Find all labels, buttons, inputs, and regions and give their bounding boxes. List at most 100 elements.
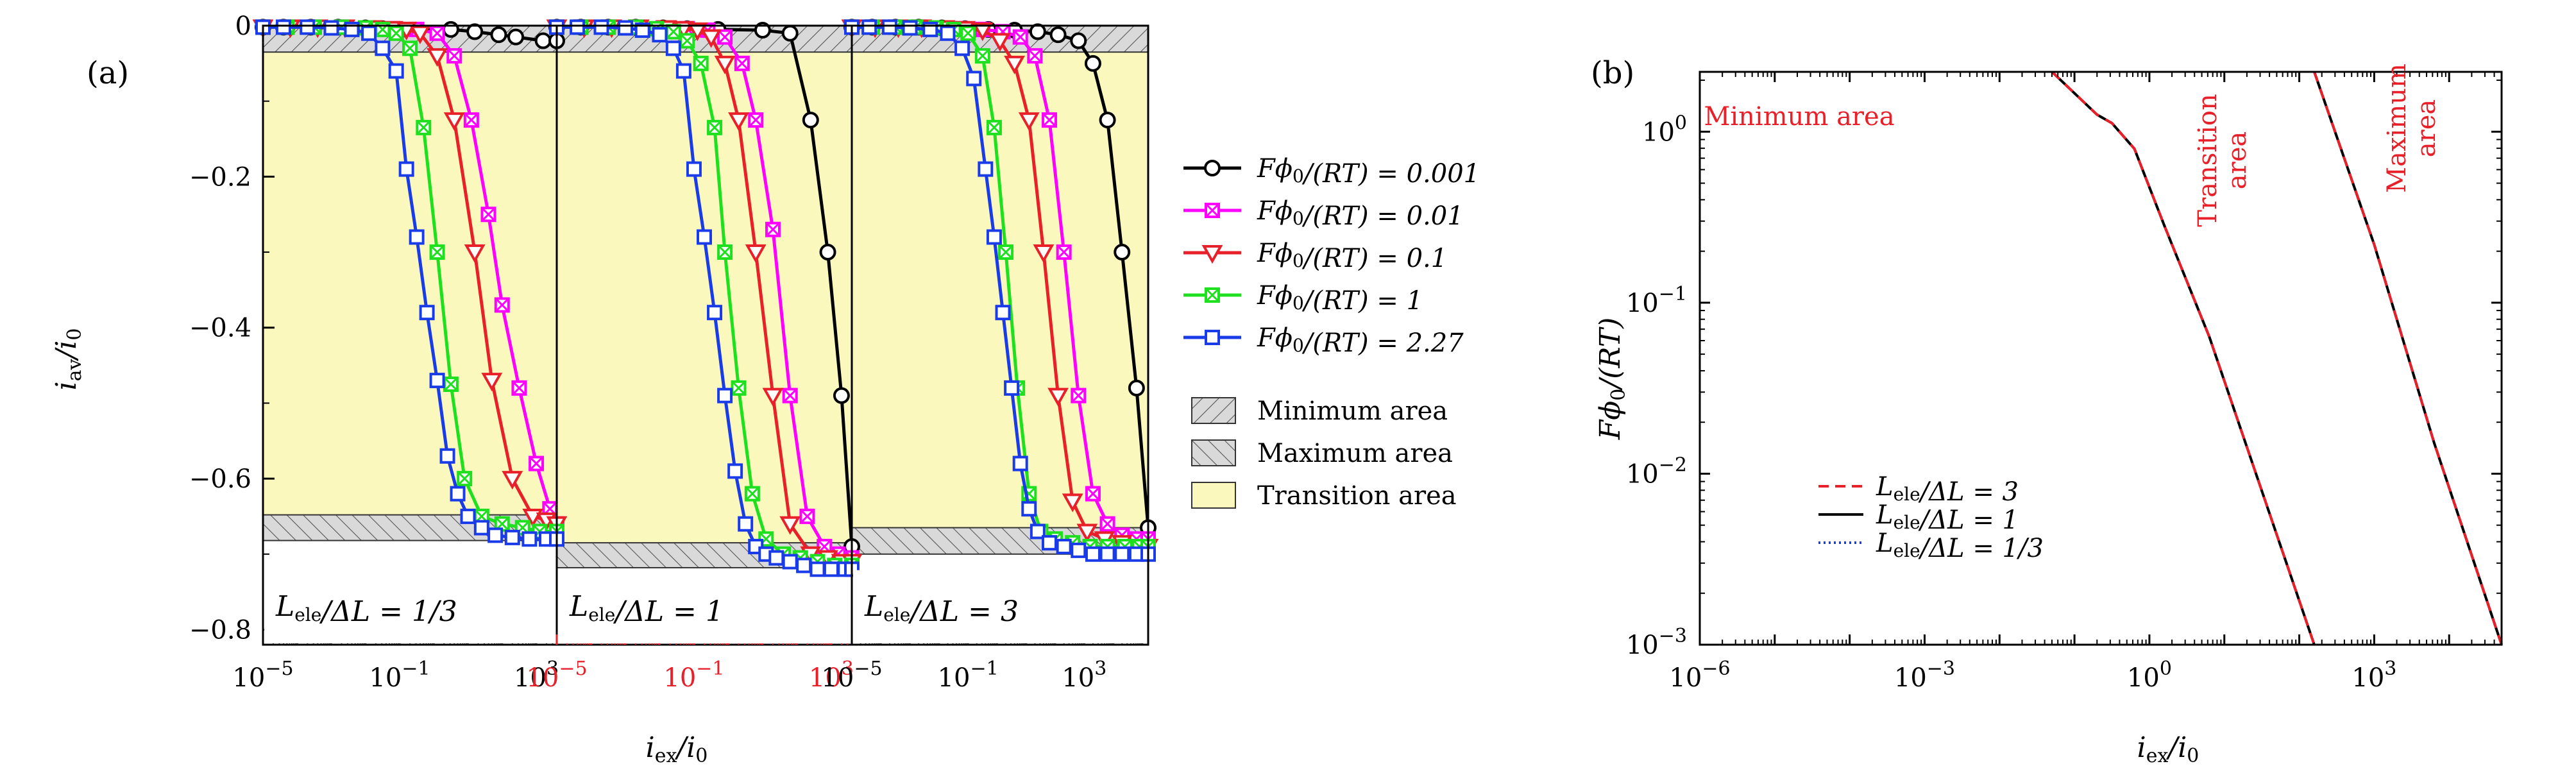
line-ratio-1-3 <box>2051 71 2316 645</box>
data-point <box>494 516 510 532</box>
legend-swatch <box>1191 482 1236 509</box>
data-point <box>521 531 538 547</box>
data-point <box>1030 523 1046 539</box>
y-tick-label: 0 <box>235 12 251 41</box>
data-point <box>1042 112 1057 128</box>
transition-area <box>557 52 852 543</box>
data-point <box>881 19 897 35</box>
legend-label: Lele/ΔL = 1 <box>1876 500 2019 535</box>
marker-cross <box>961 26 976 40</box>
x-tick-label: 10−3 <box>1894 658 1955 693</box>
data-point <box>409 25 431 44</box>
data-point <box>388 63 404 79</box>
data-point <box>487 527 504 543</box>
data-point <box>443 112 465 132</box>
data-point <box>972 22 994 42</box>
marker-cross <box>464 113 479 128</box>
data-point <box>1012 455 1028 471</box>
x-tick-label: 10−1 <box>369 658 430 693</box>
data-point <box>1056 539 1072 555</box>
area-bands <box>262 25 1149 568</box>
data-point <box>511 380 527 396</box>
data-point <box>534 32 552 49</box>
data-point <box>1128 379 1145 396</box>
legend-label: Lele/ΔL = 3 <box>1876 472 2019 507</box>
marker-cross <box>1085 486 1101 501</box>
panel-a-xlabel: iex/i0 <box>646 731 708 767</box>
data-point <box>727 463 743 479</box>
x-tick-label: 10−6 <box>1669 658 1730 693</box>
data-point <box>1027 48 1043 64</box>
data-point <box>728 112 749 132</box>
data-point <box>989 33 1011 52</box>
legend-marker <box>1205 203 1220 218</box>
x-tick-label: 10−5 <box>821 658 882 693</box>
line-ratio-3 <box>2313 71 2503 645</box>
panel-a-series <box>252 19 1159 577</box>
data-point <box>734 55 750 71</box>
data-point <box>1085 546 1101 562</box>
x-tick-label: 103 <box>1062 658 1106 693</box>
marker-cross <box>749 113 763 128</box>
data-point <box>375 40 391 56</box>
data-point <box>717 29 733 45</box>
data-point <box>1004 55 1026 74</box>
marker-cross <box>765 222 781 237</box>
data-point <box>686 161 702 177</box>
panel-b-xlabel: iex/i0 <box>2137 731 2199 767</box>
data-point <box>707 305 723 321</box>
series-5 <box>844 19 1156 562</box>
data-point <box>1114 244 1131 261</box>
data-point <box>1029 23 1046 40</box>
marker-cross <box>707 120 722 135</box>
boundary-transition <box>2051 71 2316 645</box>
marker-cross <box>718 244 733 260</box>
data-point <box>450 486 466 502</box>
data-point <box>781 24 799 42</box>
data-point <box>1004 380 1020 396</box>
subpanel-label: Lele/ΔL = 1 <box>569 590 724 628</box>
data-point <box>754 22 771 39</box>
subpanel-labels: Lele/ΔL = 1/3 Lele/ΔL = 1 Lele/ΔL = 3 <box>264 556 1147 643</box>
marker-cross <box>529 456 544 471</box>
annotation-minimum-area: Minimum area <box>1704 102 1894 132</box>
data-point <box>748 112 764 128</box>
y-tick-label: −0.2 <box>189 162 251 192</box>
data-point <box>1099 112 1116 129</box>
data-point <box>744 486 760 502</box>
x-tick-label: 10−5 <box>232 658 293 693</box>
subpanel-label-bg <box>264 556 555 643</box>
annotation-transition-area: Transitionarea <box>2193 94 2252 226</box>
legend-marker <box>1205 330 1220 345</box>
data-point <box>409 229 425 245</box>
data-point <box>714 55 736 74</box>
data-point <box>416 119 432 135</box>
data-point <box>707 119 723 135</box>
data-point <box>717 244 733 260</box>
series-5 <box>255 19 564 547</box>
data-point <box>960 25 976 41</box>
data-point <box>665 40 681 56</box>
marker-cross <box>512 380 527 395</box>
data-point <box>966 71 982 87</box>
data-point <box>823 561 839 577</box>
legend-marker <box>1205 287 1220 303</box>
panel-b-series <box>2051 71 2503 645</box>
data-point <box>986 119 1002 135</box>
subpanel-label: Lele/ΔL = 3 <box>864 590 1019 628</box>
data-point <box>504 529 520 545</box>
panel-a-legend: Fϕ0/(RT) = 0.001 Fϕ0/(RT) = 0.01 Fϕ0/(RT) … <box>1183 154 1480 511</box>
marker-cross <box>1056 244 1071 260</box>
data-point <box>995 305 1011 321</box>
data-point <box>779 516 801 535</box>
data-point <box>481 373 503 392</box>
x-tick-label: 103 <box>809 658 854 693</box>
data-point <box>1047 387 1069 407</box>
marker-cross <box>1205 203 1220 218</box>
x-tick-label: 100 <box>2127 658 2172 693</box>
data-point <box>802 112 819 129</box>
y-tick-label: −0.8 <box>189 615 251 645</box>
marker-cross <box>693 56 708 71</box>
x-tick-label: 103 <box>2351 658 2396 693</box>
